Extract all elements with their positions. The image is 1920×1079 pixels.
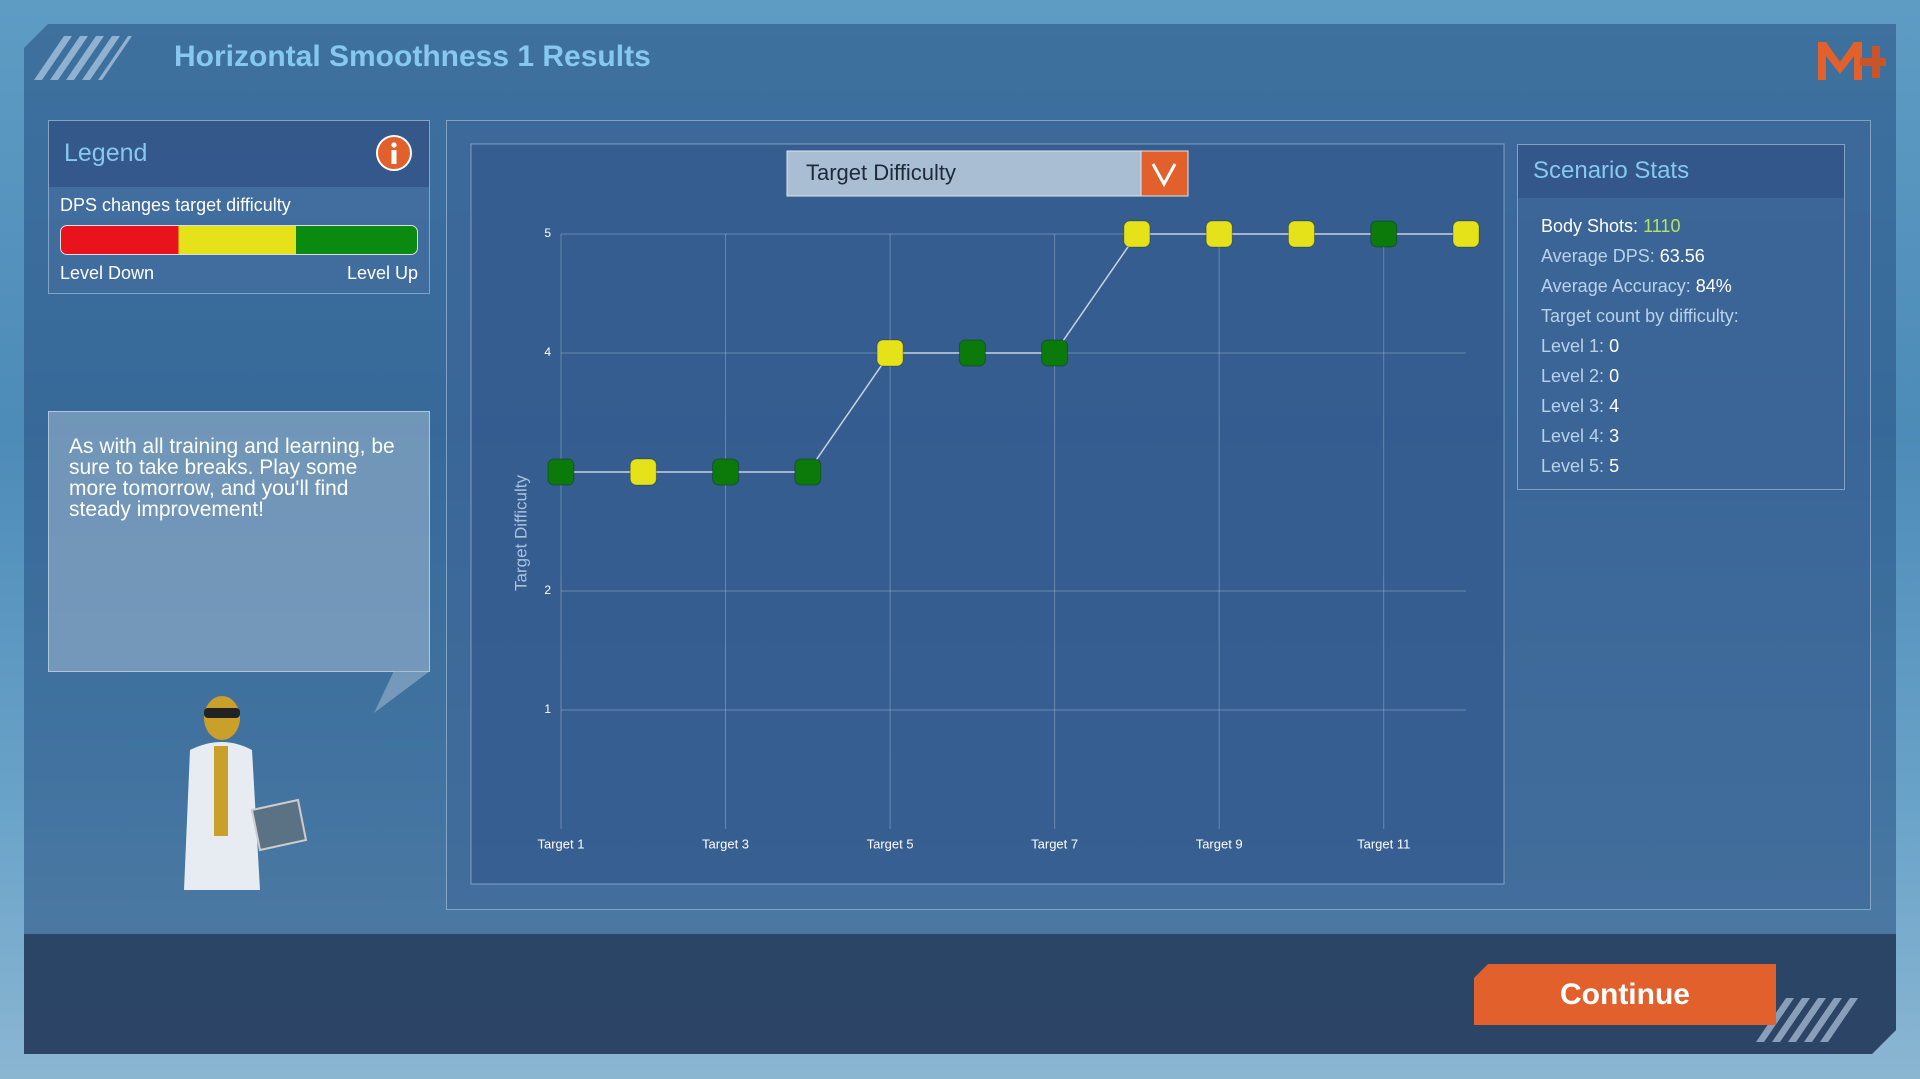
stat-value: 84% [1695,276,1732,296]
legend-header [49,121,429,187]
data-point [1287,220,1315,248]
data-point [1370,220,1398,248]
stat-value: 63.56 [1659,246,1705,266]
stat-label: Average Accuracy: [1541,276,1691,296]
bubble-tail [374,671,430,713]
stat-value: 5 [1609,456,1620,476]
data-line [561,233,1466,473]
stat-row: Average Accuracy: 84% [1541,271,1739,301]
dropdown-label: Target Difficulty [806,160,956,185]
stats-list: Body Shots: 1110 Average DPS: 63.56 Averag… [1541,211,1739,481]
character [184,696,308,890]
stat-row: Level 1: 0 [1541,331,1739,361]
x-tick-label: Target 1 [538,836,585,851]
stat-value: 1110 [1643,216,1681,236]
data-point [1123,220,1151,248]
stat-label: Level 2: [1541,366,1605,386]
x-tick-label: Target 3 [702,836,749,851]
data-point [712,458,740,486]
dropdown[interactable] [786,150,1142,197]
y-tick-label: 5 [544,226,551,240]
y-tick-label: 2 [544,583,551,597]
stat-label: Level 1: [1541,336,1605,356]
data-point [1452,220,1480,248]
data-point [629,458,657,486]
x-tick-label: Target 11 [1357,836,1410,851]
dropdown-button[interactable] [1140,150,1189,197]
data-point [547,458,575,486]
legend-description: DPS changes target difficulty [60,195,291,215]
legend-low-label: Level Down [60,263,155,283]
page-title: Horizontal Smoothness 1 Results [174,40,651,73]
x-tick-label: Target 9 [1196,836,1243,851]
stat-row: Average DPS: 63.56 [1541,241,1739,271]
stat-value: 4 [1609,396,1620,416]
logo [1818,42,1886,80]
title-stripes [34,36,132,80]
stat-value: 0 [1609,336,1620,356]
chart-area [470,143,1505,885]
stat-label: Body Shots: [1541,216,1639,236]
stats-panel: Scenario Stats Body Shots: 1110 Average D… [1517,144,1845,490]
legend-title: Legend [64,139,148,167]
y-axis-label: Target Difficulty [511,475,530,591]
legend-panel: Legend DPS changes target difficulty Lev… [48,120,430,294]
data-point [794,458,822,486]
tip-bubble: As with all training and learning, be su… [48,411,430,672]
dropdown-arrow [1151,163,1177,188]
stat-row: Level 2: 0 [1541,361,1739,391]
stat-label: Level 3: [1541,396,1605,416]
data-point [1205,220,1233,248]
stat-row: Level 5: 5 [1541,451,1739,481]
legend-gradient [60,225,418,255]
stat-label: Average DPS: [1541,246,1655,266]
info-icon[interactable] [375,134,413,172]
legend-high-label: Level Up [346,263,418,283]
y-tick-label: 1 [544,702,551,716]
stat-value: 0 [1609,366,1620,386]
continue-button[interactable]: Continue [1474,964,1776,1025]
data-point [1041,339,1069,367]
stats-header [1518,145,1844,198]
stat-value: 3 [1609,426,1620,446]
data-point [958,339,986,367]
stats-title: Scenario Stats [1533,157,1690,184]
stat-row: Level 4: 3 [1541,421,1739,451]
stat-row: Body Shots: 1110 [1541,211,1739,241]
stat-label: Target count by difficulty: [1541,306,1739,326]
data-point [876,339,904,367]
y-tick-label: 4 [544,345,551,359]
stat-label: Level 4: [1541,426,1605,446]
x-tick-label: Target 5 [867,836,914,851]
x-tick-label: Target 7 [1031,836,1078,851]
stat-row: Level 3: 4 [1541,391,1739,421]
stat-label: Level 5: [1541,456,1605,476]
stat-row: Target count by difficulty: [1541,301,1739,331]
